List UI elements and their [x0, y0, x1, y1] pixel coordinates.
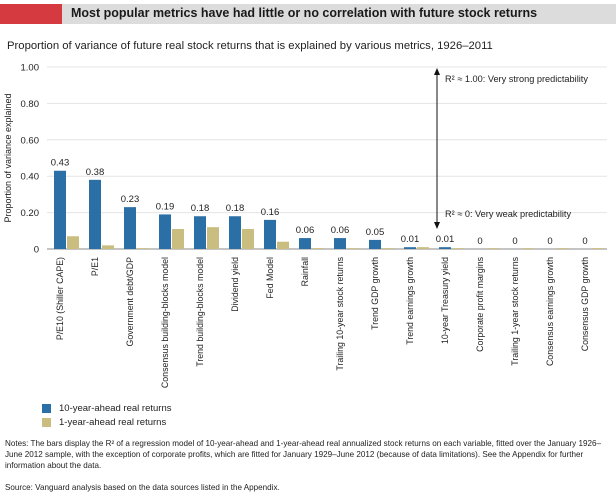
data-label: 0.06 [331, 225, 350, 236]
bar-1yr [67, 236, 79, 249]
bar-1yr [172, 228, 184, 249]
category-label: Government debt/GDP [125, 257, 135, 347]
y-tick-label: 0 [34, 245, 39, 256]
data-label: 0.01 [436, 234, 455, 245]
category-label: Consensus earnings growth [545, 257, 555, 366]
bar-10yr [264, 219, 276, 249]
bar-1yr [277, 241, 289, 249]
annotation-top: R² ≈ 1.00: Very strong predictability [445, 74, 588, 84]
bar-10yr [229, 216, 241, 249]
bar-1yr [417, 247, 429, 249]
bar-1yr [347, 248, 359, 249]
legend: 10-year-ahead real returns 1-year-ahead … [42, 401, 171, 429]
data-label: 0.01 [401, 234, 420, 245]
data-label: 0 [582, 236, 587, 247]
y-tick-label: 0.80 [21, 99, 40, 110]
category-label: Trailing 1-year stock returns [510, 256, 520, 365]
y-axis-label: Proportion of variance explained [3, 93, 13, 222]
category-label: Corporate profit margins [475, 256, 485, 351]
bar-10yr [194, 216, 206, 249]
header-title: Most popular metrics have had little or … [71, 6, 538, 20]
bar-1yr [137, 248, 149, 249]
data-label: 0.38 [86, 167, 105, 178]
bar-1yr [242, 228, 254, 249]
category-label: Dividend yield [230, 257, 240, 312]
data-label: 0.05 [366, 227, 385, 238]
y-tick-label: 0.40 [21, 172, 40, 183]
header-bar: Most popular metrics have had little or … [0, 4, 616, 24]
bar-1yr [102, 245, 114, 249]
bar-1yr [487, 248, 499, 249]
category-label: Fed Model [265, 257, 275, 299]
legend-item-10yr: 10-year-ahead real returns [42, 401, 171, 415]
category-label: Consensus GDP growth [580, 257, 590, 351]
chart-subtitle: Proportion of variance of future real st… [7, 40, 493, 52]
header-accent [0, 4, 62, 24]
bar-10yr [89, 179, 101, 249]
bar-10yr [159, 214, 171, 249]
data-label: 0.18 [226, 203, 245, 214]
category-label: P/E1 [90, 257, 100, 276]
data-label: 0 [547, 236, 552, 247]
bar-1yr [522, 248, 534, 249]
legend-label-1yr: 1-year-ahead real returns [59, 416, 167, 428]
notes: Notes: The bars display the R² of a regr… [5, 439, 601, 471]
data-label: 0.16 [261, 207, 280, 218]
bar-1yr [557, 248, 569, 249]
annotation-arrow-head-down [434, 222, 440, 229]
y-tick-label: 0.20 [21, 208, 40, 219]
bar-10yr [404, 247, 416, 249]
bar-1yr [312, 248, 324, 249]
category-label: Trend building-blocks model [195, 257, 205, 367]
category-label: Trailing 10-year stock returns [335, 256, 345, 370]
category-label: Trend earnings growth [405, 257, 415, 345]
bar-1yr [382, 248, 394, 249]
bar-1yr [207, 227, 219, 249]
data-label: 0 [512, 236, 517, 247]
bar-10yr [369, 239, 381, 249]
y-tick-label: 1.00 [21, 63, 40, 74]
bar-10yr [54, 170, 66, 249]
category-label: Rainfall [300, 257, 310, 286]
legend-item-1yr: 1-year-ahead real returns [42, 415, 171, 429]
data-label: 0.18 [191, 203, 210, 214]
legend-swatch-1yr [42, 417, 51, 427]
bar-10yr [299, 238, 311, 249]
category-label: P/E10 (Shiller CAPE) [55, 257, 65, 340]
legend-label-10yr: 10-year-ahead real returns [59, 402, 172, 414]
y-tick-label: 0.60 [21, 135, 40, 146]
bar-1yr [452, 248, 464, 249]
bar-1yr [592, 248, 604, 249]
data-label: 0 [477, 236, 482, 247]
category-label: Consensus building-blocks model [160, 257, 170, 388]
bar-10yr [439, 247, 451, 249]
category-label: 10-year Treasury yield [440, 257, 450, 344]
annotation-bottom: R² ≈ 0: Very weak predictability [445, 209, 571, 219]
source: Source: Vanguard analysis based on the d… [5, 483, 280, 492]
data-label: 0.19 [156, 201, 175, 212]
bar-10yr [334, 238, 346, 249]
legend-swatch-10yr [42, 403, 51, 413]
data-label: 0.23 [121, 194, 140, 205]
category-label: Trend GDP growth [370, 257, 380, 330]
annotation-arrow-head-up [434, 68, 440, 75]
data-label: 0.06 [296, 225, 315, 236]
bar-10yr [124, 207, 136, 249]
data-label: 0.43 [51, 158, 70, 169]
